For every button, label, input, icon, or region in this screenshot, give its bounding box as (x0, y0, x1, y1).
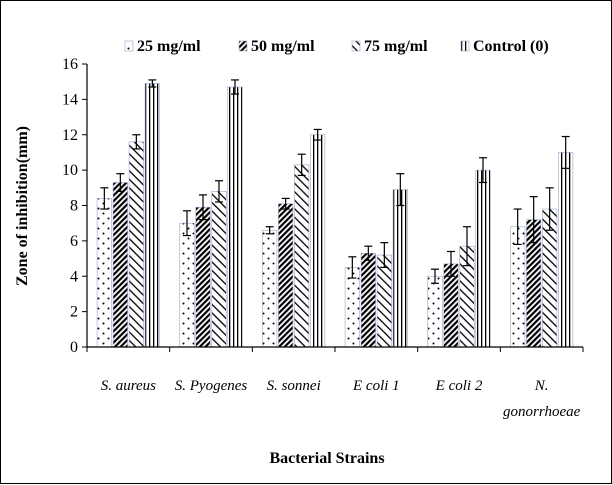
y-tick-label: 12 (62, 127, 78, 144)
x-tick-label: E coli 1 (352, 378, 400, 394)
x-tick-label: E coli 2 (435, 378, 483, 394)
bar-control-0-n-gonorrhoeae (558, 152, 574, 348)
bar-75-mg-ml-s-aureus (128, 141, 144, 348)
bar-control-0-s-sonnei (310, 134, 326, 348)
x-axis-title: Bacterial Strains (269, 450, 384, 467)
y-tick-label: 10 (62, 162, 78, 179)
bar-50-mg-ml-e-coli-1 (360, 252, 376, 348)
legend: 25 mg/ml 50 mg/ml 75 mg/ml Control (0) (124, 38, 549, 55)
legend-swatch-control-0 (460, 40, 470, 52)
x-tick-label: gonorrhoeae (503, 404, 581, 420)
bar-50-mg-ml-s-sonnei (278, 203, 294, 348)
bar-25-mg-ml-e-coli-1 (344, 267, 360, 348)
bar-control-0-s-pyogenes (227, 86, 243, 348)
bar-control-0-s-aureus (144, 83, 160, 348)
y-tick-label: 8 (70, 198, 78, 215)
x-axis-labels: S. aureus S. Pyogenes S. sonnei E coli 1 E c… (101, 378, 581, 420)
y-tick-label: 16 (62, 56, 78, 73)
legend-swatch-75-mg-ml (351, 40, 361, 52)
bar-25-mg-ml-s-aureus (96, 198, 112, 348)
bar-50-mg-ml-s-aureus (112, 182, 128, 348)
bar-75-mg-ml-s-sonnei (294, 164, 310, 348)
bar-25-mg-ml-s-sonnei (262, 229, 278, 348)
y-tick-label: 0 (70, 339, 78, 356)
y-tick-label: 4 (70, 268, 78, 285)
y-axis: 0 2 4 6 8 10 12 14 16 (62, 56, 87, 356)
legend-label-75-mg-ml: 75 mg/ml (364, 38, 428, 55)
legend-swatch-25-mg-ml (124, 40, 134, 52)
bar-25-mg-ml-s-pyogenes (179, 222, 195, 348)
legend-label-25-mg-ml: 25 mg/ml (137, 38, 201, 55)
bar-control-0-e-coli-2 (475, 169, 491, 348)
legend-label-50-mg-ml: 50 mg/ml (251, 38, 315, 55)
x-tick-label: S. aureus (101, 378, 156, 394)
x-tick-label: N. (534, 378, 549, 394)
x-tick-label: S. sonnei (267, 378, 321, 394)
y-axis-title: Zone of inhibition(mm) (14, 126, 31, 286)
legend-label-control-0: Control (0) (473, 38, 549, 55)
legend-swatch-50-mg-ml (238, 40, 248, 52)
bars (86, 79, 584, 352)
bar-control-0-e-coli-1 (392, 189, 408, 348)
y-tick-label: 6 (70, 233, 78, 250)
bar-75-mg-ml-s-pyogenes (211, 191, 227, 348)
bar-75-mg-ml-e-coli-1 (376, 254, 392, 348)
bar-25-mg-ml-e-coli-2 (427, 275, 443, 348)
bar-50-mg-ml-s-pyogenes (195, 206, 211, 348)
x-tick-label: S. Pyogenes (175, 378, 248, 394)
y-tick-label: 2 (70, 304, 78, 321)
y-tick-label: 14 (62, 91, 78, 108)
